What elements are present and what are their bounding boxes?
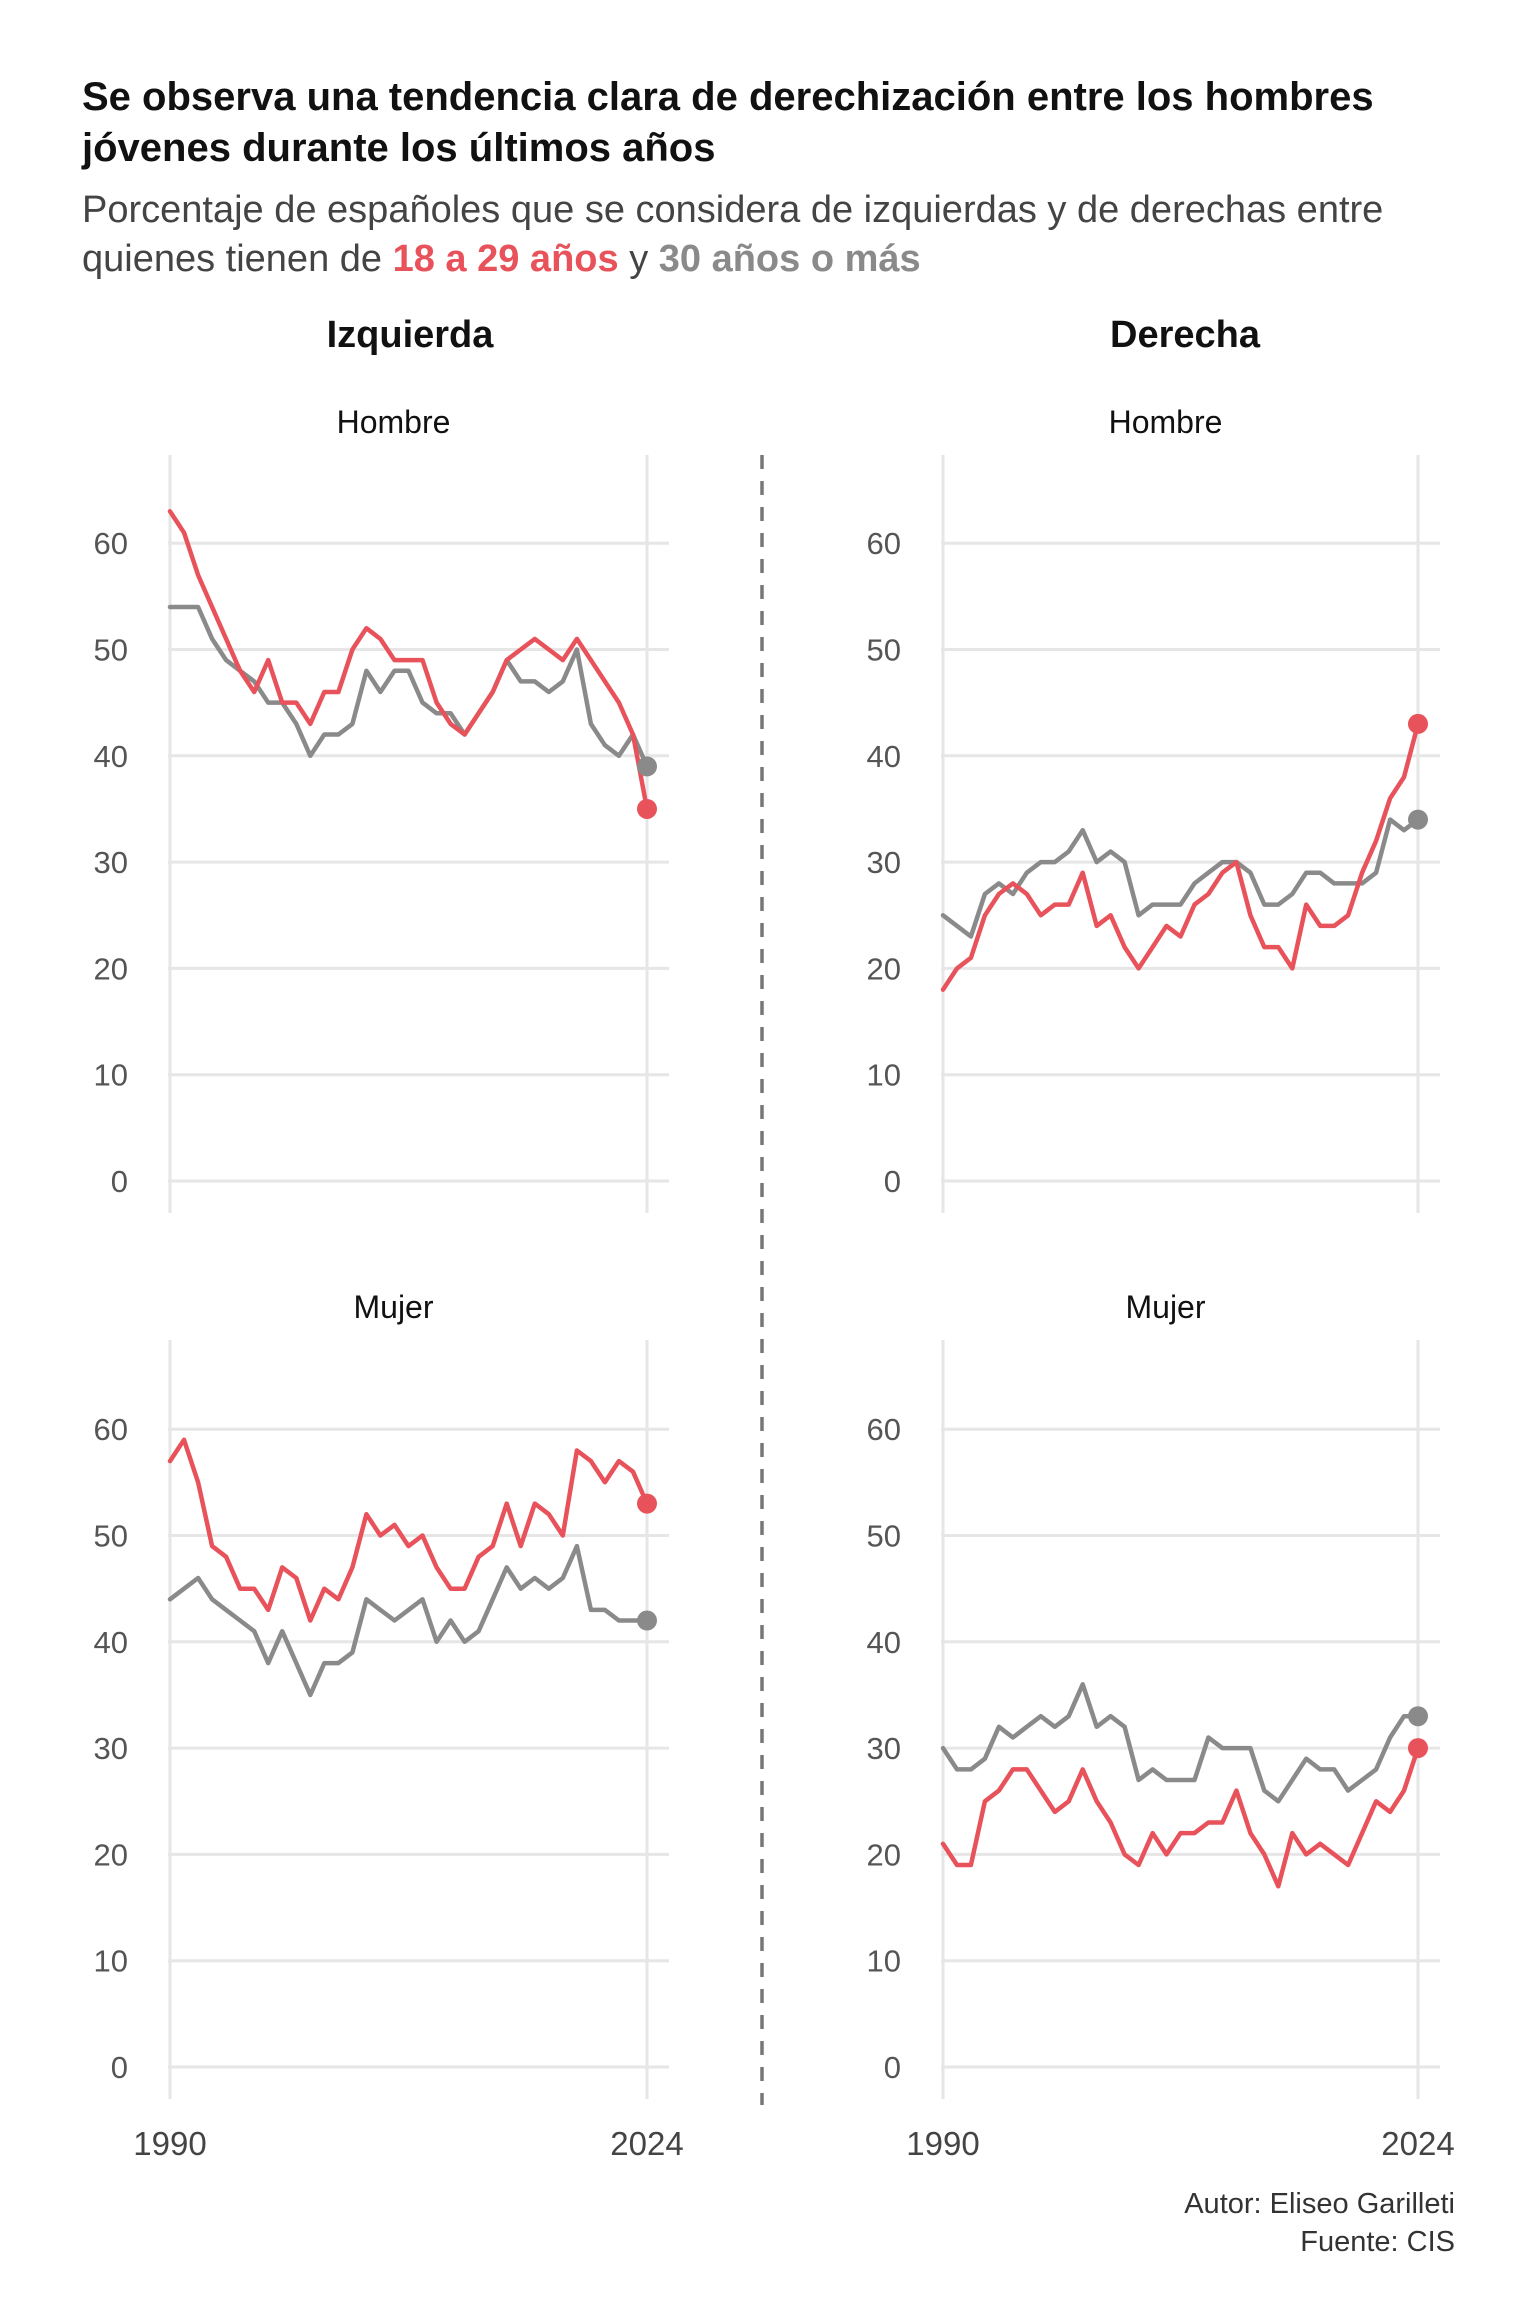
author-credit: Autor: Eliseo Garilleti [1184, 2188, 1455, 2220]
y-tick-label: 40 [867, 1625, 901, 1660]
y-tick-label: 20 [94, 951, 128, 986]
x-tick-label: 1990 [133, 2125, 206, 2162]
y-tick-label: 10 [867, 1058, 901, 1093]
y-tick-label: 40 [94, 1625, 128, 1660]
panel-title: Mujer [353, 1289, 433, 1325]
y-tick-label: 40 [94, 739, 128, 774]
y-tick-label: 0 [884, 1164, 901, 1199]
column-header-izquierda: Izquierda [326, 314, 494, 356]
y-tick-label: 50 [867, 633, 901, 668]
panel-title: Hombre [337, 404, 451, 440]
series-line-young [167, 509, 650, 812]
y-tick-label: 20 [94, 1837, 128, 1872]
chart-caption: Autor: Eliseo Garilleti Fuente: CIS [1184, 2185, 1455, 2261]
source-credit: Fuente: CIS [1300, 2226, 1455, 2258]
y-tick-label: 20 [867, 1837, 901, 1872]
endpoint-old [1408, 809, 1428, 830]
y-tick-label: 50 [867, 1519, 901, 1554]
y-tick-label: 50 [94, 1519, 128, 1554]
panel-derecha-hombre: Hombre 0 10 20 30 40 50 60 [867, 404, 1440, 1213]
endpoint-old [1408, 1706, 1428, 1727]
series-line-old [167, 604, 650, 769]
y-tick-label: 30 [94, 845, 128, 880]
series-line-young [940, 721, 1421, 992]
y-tick-label: 30 [867, 845, 901, 880]
series-line-old [167, 1543, 650, 1698]
panel-derecha-mujer: Mujer 0 10 20 30 40 50 60 1990 2024 [867, 1289, 1455, 2162]
chart-subtitle: Porcentaje de españoles que se considera… [82, 186, 1502, 284]
endpoint-young [637, 1493, 657, 1514]
series-line-young [940, 1745, 1421, 1889]
y-tick-label: 10 [94, 1058, 128, 1093]
panel-title: Mujer [1125, 1289, 1205, 1325]
y-tick-label: 10 [94, 1944, 128, 1979]
chart-title: Se observa una tendencia clara de derech… [82, 75, 1374, 170]
y-tick-label: 60 [867, 1412, 901, 1447]
series-line-old [940, 1682, 1421, 1804]
endpoint-old [637, 1610, 657, 1631]
endpoint-young [1408, 1738, 1428, 1759]
endpoint-young [1408, 713, 1428, 734]
endpoint-old [637, 756, 657, 777]
series-line-old [940, 817, 1421, 939]
panel-izquierda-hombre: Hombre 0 10 20 30 40 50 60 [94, 404, 669, 1213]
x-tick-label: 2024 [1381, 2125, 1454, 2162]
y-tick-label: 0 [111, 2050, 128, 2085]
y-tick-label: 0 [111, 1164, 128, 1199]
legend-young: 18 a 29 años [392, 238, 619, 280]
y-tick-label: 60 [867, 526, 901, 561]
y-tick-label: 60 [94, 526, 128, 561]
legend-old: 30 años o más [658, 238, 921, 280]
subtitle-text: Porcentaje de españoles que se considera… [82, 189, 1384, 280]
y-tick-label: 10 [867, 1944, 901, 1979]
column-header-derecha: Derecha [1110, 314, 1260, 356]
y-tick-label: 40 [867, 739, 901, 774]
y-tick-label: 20 [867, 951, 901, 986]
y-tick-label: 60 [94, 1412, 128, 1447]
series-line-young [167, 1437, 650, 1623]
y-tick-label: 50 [94, 633, 128, 668]
panel-title: Hombre [1109, 404, 1223, 440]
x-tick-label: 1990 [906, 2125, 979, 2162]
y-tick-label: 30 [867, 1731, 901, 1766]
panel-izquierda-mujer: Mujer 0 10 20 30 40 50 60 1990 2024 [94, 1289, 684, 2162]
subtitle-connector: y [618, 238, 659, 280]
y-tick-label: 0 [884, 2050, 901, 2085]
x-tick-label: 2024 [610, 2125, 683, 2162]
endpoint-young [637, 798, 657, 819]
y-tick-label: 30 [94, 1731, 128, 1766]
